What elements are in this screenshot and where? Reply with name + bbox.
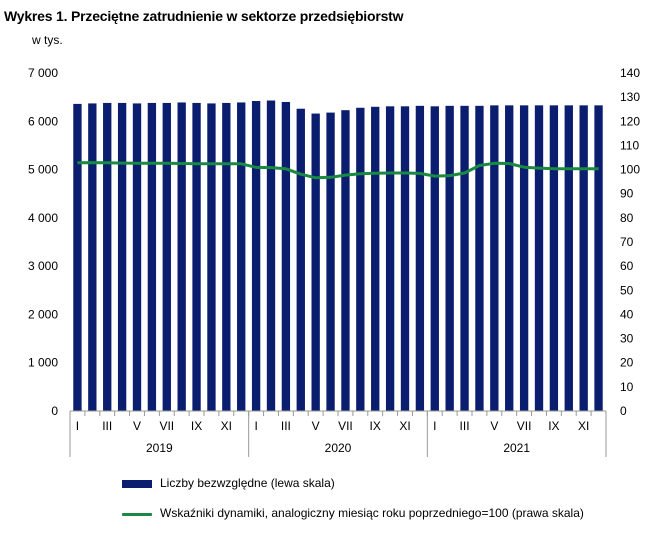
month-label: V bbox=[312, 419, 320, 433]
bar-13 bbox=[251, 101, 261, 412]
month-label: III bbox=[281, 419, 291, 433]
bar-25 bbox=[430, 106, 439, 412]
bar-23 bbox=[400, 106, 410, 412]
month-label: V bbox=[133, 419, 141, 433]
bar-30 bbox=[505, 105, 514, 411]
right-axis-tick-label: 0 bbox=[620, 404, 627, 418]
right-axis-tick-label: 60 bbox=[620, 259, 634, 273]
left-axis-tick-label: 3 000 bbox=[28, 259, 58, 273]
bar-19 bbox=[341, 110, 350, 412]
bar-16 bbox=[296, 108, 305, 411]
legend-item-bars: Liczby bezwzględne (lewa skala) bbox=[122, 476, 590, 491]
year-label: 2019 bbox=[146, 441, 173, 455]
month-label: VII bbox=[517, 419, 532, 433]
legend-swatch-bars bbox=[122, 480, 152, 488]
bar-8 bbox=[177, 102, 186, 411]
month-label: III bbox=[460, 419, 470, 433]
legend-swatch-line bbox=[122, 513, 152, 516]
bar-14 bbox=[266, 100, 276, 411]
bar-15 bbox=[281, 101, 291, 411]
month-label: XI bbox=[399, 419, 410, 433]
month-label: IX bbox=[370, 419, 381, 433]
bar-21 bbox=[371, 106, 380, 412]
month-label: VII bbox=[159, 419, 174, 433]
month-label: I bbox=[433, 419, 436, 433]
unit-label: w tys. bbox=[32, 33, 63, 47]
dynamics-index-line bbox=[77, 161, 599, 180]
month-label: I bbox=[76, 419, 79, 433]
bar-18 bbox=[326, 112, 335, 411]
bar-12 bbox=[237, 102, 246, 411]
month-label: I bbox=[254, 419, 257, 433]
bar-36 bbox=[594, 105, 603, 411]
right-axis-tick-label: 30 bbox=[620, 332, 634, 346]
month-label: XI bbox=[221, 419, 232, 433]
bar-31 bbox=[519, 105, 529, 411]
chart-title: Wykres 1. Przeciętne zatrudnienie w sekt… bbox=[4, 8, 404, 24]
bar-2 bbox=[88, 103, 97, 412]
bar-22 bbox=[385, 106, 395, 412]
left-axis-tick-label: 2 000 bbox=[28, 307, 58, 321]
bar-11 bbox=[222, 102, 231, 412]
left-axis-tick-label: 7 000 bbox=[28, 66, 58, 80]
right-axis-tick-label: 120 bbox=[620, 114, 640, 128]
year-label: 2020 bbox=[325, 441, 352, 455]
bar-7 bbox=[162, 102, 171, 412]
month-label: V bbox=[490, 419, 498, 433]
bar-24 bbox=[415, 105, 425, 411]
bar-29 bbox=[490, 105, 499, 411]
bar-35 bbox=[579, 105, 588, 411]
right-axis-tick-label: 50 bbox=[620, 283, 634, 297]
bar-20 bbox=[356, 107, 365, 411]
bar-1 bbox=[73, 103, 82, 411]
right-axis-tick-label: 10 bbox=[620, 380, 634, 394]
bar-17 bbox=[311, 113, 320, 411]
right-axis-tick-label: 90 bbox=[620, 187, 634, 201]
month-label: IX bbox=[191, 419, 202, 433]
bar-3 bbox=[103, 102, 112, 412]
right-axis-tick-label: 110 bbox=[620, 138, 639, 152]
legend-label-bars: Liczby bezwzględne (lewa skala) bbox=[160, 476, 335, 490]
right-axis-tick-label: 20 bbox=[620, 356, 634, 370]
month-label: VII bbox=[338, 419, 353, 433]
bar-9 bbox=[192, 102, 201, 412]
month-label: III bbox=[102, 419, 112, 433]
bar-32 bbox=[534, 105, 544, 411]
right-axis-tick-label: 140 bbox=[620, 66, 640, 80]
left-axis-tick-label: 5 000 bbox=[28, 163, 58, 177]
bar-4 bbox=[117, 102, 127, 412]
bar-5 bbox=[132, 103, 142, 412]
bar-33 bbox=[549, 105, 559, 411]
right-axis-tick-label: 70 bbox=[620, 235, 634, 249]
month-label: XI bbox=[578, 419, 589, 433]
left-axis-tick-label: 4 000 bbox=[28, 211, 58, 225]
year-label: 2021 bbox=[503, 441, 530, 455]
right-axis-tick-label: 130 bbox=[620, 90, 640, 104]
legend-item-line: Wskaźniki dynamiki, analogiczny miesiąc … bbox=[122, 506, 590, 521]
right-axis-tick-label: 40 bbox=[620, 307, 634, 321]
bar-28 bbox=[475, 105, 484, 411]
left-axis-tick-label: 0 bbox=[51, 404, 58, 418]
bar-27 bbox=[460, 105, 469, 411]
bar-10 bbox=[207, 103, 216, 412]
left-axis-tick-label: 1 000 bbox=[28, 356, 58, 370]
right-axis-tick-label: 80 bbox=[620, 211, 634, 225]
bar-34 bbox=[564, 105, 573, 411]
left-axis-tick-label: 6 000 bbox=[28, 114, 58, 128]
legend-label-line: Wskaźniki dynamiki, analogiczny miesiąc … bbox=[160, 506, 584, 520]
right-axis-tick-label: 100 bbox=[620, 163, 640, 177]
month-label: IX bbox=[548, 419, 559, 433]
bar-26 bbox=[445, 105, 454, 411]
bar-6 bbox=[147, 102, 157, 412]
